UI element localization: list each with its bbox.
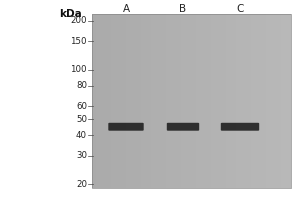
Bar — [246, 14, 251, 188]
Bar — [226, 14, 231, 188]
Bar — [171, 14, 176, 188]
Bar — [271, 14, 276, 188]
Bar — [206, 14, 211, 188]
FancyBboxPatch shape — [108, 123, 144, 131]
Text: 80: 80 — [76, 81, 87, 90]
Bar — [211, 14, 216, 188]
Bar — [251, 14, 256, 188]
FancyBboxPatch shape — [167, 123, 199, 131]
Bar — [281, 14, 286, 188]
Bar — [201, 14, 206, 188]
Bar — [276, 14, 281, 188]
Bar — [141, 14, 146, 188]
Bar — [216, 14, 221, 188]
Bar — [161, 14, 166, 188]
Text: 150: 150 — [70, 37, 87, 46]
Bar — [221, 14, 226, 188]
Bar — [131, 14, 136, 188]
Bar — [92, 14, 291, 188]
Text: 30: 30 — [76, 151, 87, 160]
Bar — [156, 14, 161, 188]
Text: 200: 200 — [70, 16, 87, 25]
Bar — [236, 14, 241, 188]
FancyBboxPatch shape — [221, 123, 259, 131]
Bar — [126, 14, 131, 188]
Text: 100: 100 — [70, 65, 87, 74]
Bar — [116, 14, 122, 188]
Bar — [106, 14, 112, 188]
Bar — [136, 14, 141, 188]
Bar — [191, 14, 196, 188]
Bar — [166, 14, 171, 188]
Bar — [92, 14, 97, 188]
Bar — [122, 14, 126, 188]
Bar — [101, 14, 106, 188]
Bar — [261, 14, 266, 188]
Text: 40: 40 — [76, 131, 87, 140]
Bar — [152, 14, 156, 188]
Bar — [97, 14, 101, 188]
Bar — [266, 14, 271, 188]
Bar — [286, 14, 291, 188]
Bar — [256, 14, 261, 188]
Text: 50: 50 — [76, 115, 87, 124]
Text: 60: 60 — [76, 102, 87, 111]
Bar — [196, 14, 201, 188]
Bar — [176, 14, 181, 188]
Bar — [112, 14, 116, 188]
Text: A: A — [122, 4, 130, 14]
Bar — [186, 14, 191, 188]
Text: C: C — [236, 4, 244, 14]
Text: 20: 20 — [76, 180, 87, 189]
Text: B: B — [179, 4, 187, 14]
Bar — [146, 14, 152, 188]
Bar — [231, 14, 236, 188]
Bar — [241, 14, 246, 188]
Text: kDa: kDa — [59, 9, 82, 19]
Bar — [181, 14, 186, 188]
